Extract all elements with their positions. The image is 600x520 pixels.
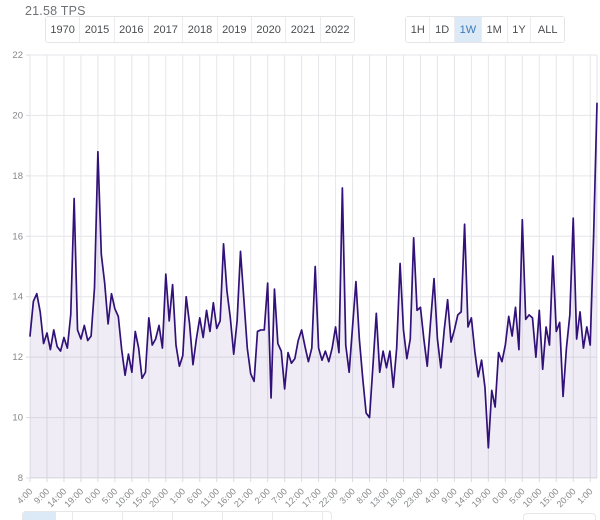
y-tick-label: 14 (12, 292, 23, 303)
range-button-1m[interactable]: 1M (481, 17, 508, 42)
year-button-2017[interactable]: 2017 (148, 17, 184, 42)
x-tick-label: 4:00 (422, 486, 441, 505)
x-tick-label: 20:00 (147, 486, 170, 509)
x-tick-label: 22:00 (317, 486, 340, 509)
range-button-1h[interactable]: 1H (406, 17, 431, 42)
year-button-1970[interactable]: 1970 (46, 17, 81, 42)
x-tick-label: 0:00 (490, 486, 509, 505)
y-tick-label: 10 (12, 413, 23, 424)
x-tick-label: 1:00 (168, 486, 187, 505)
y-tick-label: 18 (12, 171, 23, 182)
current-tps-value: 21.58 TPS (25, 4, 86, 18)
x-tick-label: 3:00 (337, 486, 356, 505)
x-tick-label: 19:00 (62, 486, 85, 509)
tps-line-chart[interactable]: 8 10 12 14 16 18 20 22 4:00 9:00 14:00 19:00 0:00 5:0… (0, 45, 600, 520)
year-button-2015[interactable]: 2015 (80, 17, 115, 42)
year-button-2018[interactable]: 2018 (183, 17, 218, 42)
partial-bottom-left-control[interactable] (22, 511, 332, 520)
x-tick-label: 21:00 (232, 486, 255, 509)
x-tick-label: 19:00 (470, 486, 493, 509)
range-filter-group: 1H 1D 1W 1M 1Y ALL (405, 16, 565, 43)
year-button-2021[interactable]: 2021 (286, 17, 321, 42)
year-button-2016[interactable]: 2016 (114, 17, 149, 42)
gridlines (26, 54, 598, 482)
year-button-2020[interactable]: 2020 (251, 17, 287, 42)
year-filter-group: 1970 2015 2016 2017 2018 2019 2020 2021 2022 (45, 16, 355, 43)
x-tick-label: 2:00 (253, 486, 272, 505)
y-tick-label: 16 (12, 231, 23, 242)
range-button-all[interactable]: ALL (531, 17, 564, 42)
area-fill (30, 103, 597, 478)
y-tick-label: 12 (12, 352, 23, 363)
partial-selected-segment (23, 512, 56, 520)
x-tick-label: 23:00 (402, 486, 425, 509)
x-tick-label: 1:00 (575, 486, 594, 505)
y-tick-label: 20 (12, 110, 23, 121)
range-button-1y[interactable]: 1Y (507, 17, 532, 42)
x-tick-label: 4:00 (15, 486, 34, 505)
range-button-1d[interactable]: 1D (430, 17, 455, 42)
x-axis-labels: 4:009:0014:0019:000:005:0010:0015:0020:0… (15, 486, 595, 509)
range-button-1w[interactable]: 1W (454, 17, 482, 42)
x-tick-label: 20:00 (555, 486, 578, 509)
partial-bottom-right-control[interactable] (523, 513, 596, 520)
y-tick-label: 22 (12, 50, 23, 61)
year-button-2019[interactable]: 2019 (217, 17, 252, 42)
tps-line (29, 102, 598, 449)
year-button-2022[interactable]: 2022 (320, 17, 354, 42)
y-tick-label: 8 (18, 473, 23, 484)
x-tick-label: 0:00 (83, 486, 102, 505)
